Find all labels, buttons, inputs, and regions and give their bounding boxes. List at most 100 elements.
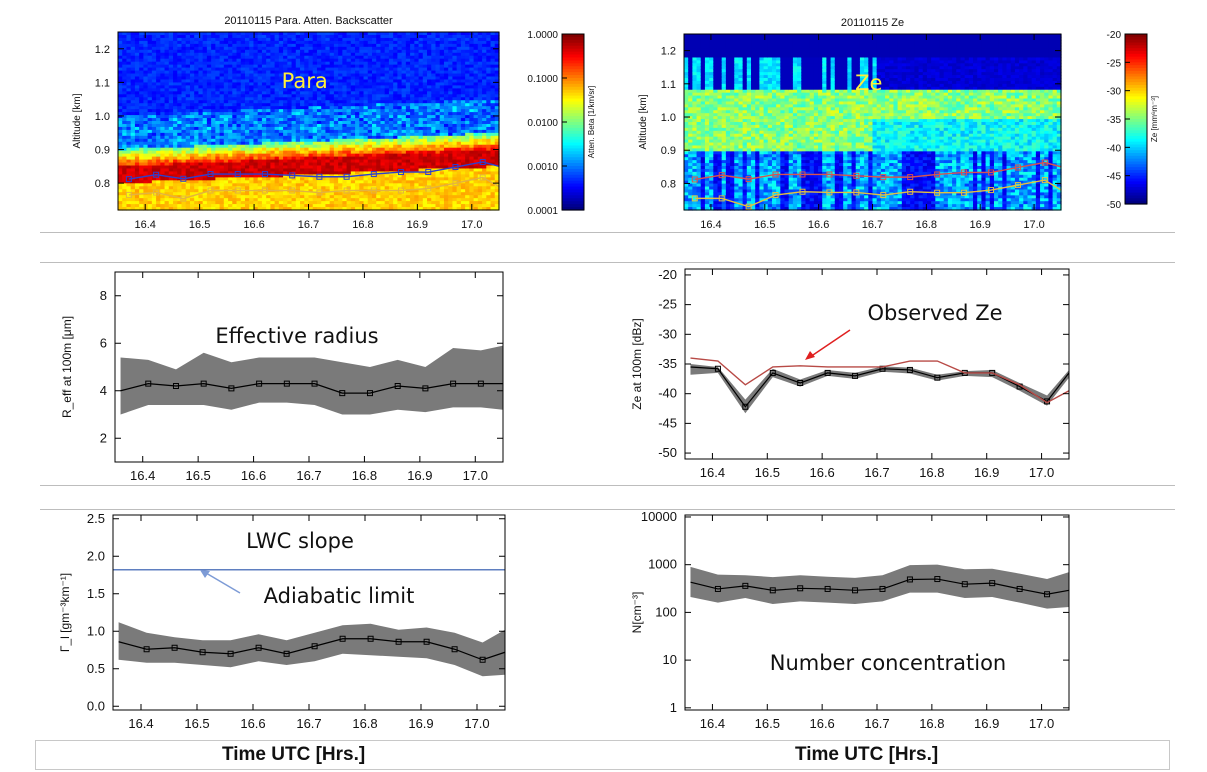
heatmap-cell xyxy=(173,138,178,143)
heatmap-cell xyxy=(372,171,377,175)
heatmap-cell xyxy=(414,201,420,205)
heatmap-cell xyxy=(143,58,149,63)
heatmap-cell xyxy=(261,183,267,187)
heatmap-cell xyxy=(355,123,360,128)
heatmap-cell xyxy=(300,141,305,146)
heatmap-cell xyxy=(249,186,255,190)
heatmap-cell xyxy=(194,76,200,81)
heatmap-cell xyxy=(329,183,335,187)
heatmap-cell xyxy=(321,79,327,84)
heatmap-cell xyxy=(300,147,305,152)
heatmap-cell xyxy=(257,174,263,178)
heatmap-cell xyxy=(295,141,301,146)
heatmap-cell xyxy=(156,67,161,72)
heatmap-cell xyxy=(236,115,242,119)
heatmap-cell xyxy=(405,195,411,199)
heatmap-cell xyxy=(363,174,369,178)
heatmap-cell xyxy=(257,64,263,69)
heatmap-cell xyxy=(384,207,390,211)
heatmap-cell xyxy=(304,88,310,92)
heatmap-cell xyxy=(253,49,259,54)
heatmap-cell xyxy=(393,49,398,54)
heatmap-cell xyxy=(156,43,161,48)
heatmap-cell xyxy=(147,34,153,39)
heatmap-cell xyxy=(287,43,293,48)
heatmap-cell xyxy=(342,97,348,101)
heatmap-cell xyxy=(397,198,403,202)
heatmap-cell xyxy=(338,126,343,131)
heatmap-cell xyxy=(266,174,271,178)
heatmap-cell xyxy=(168,37,174,42)
heatmap-cell xyxy=(388,165,394,170)
heatmap-cell xyxy=(139,73,144,78)
heatmap-cell xyxy=(350,88,356,92)
heatmap-cell xyxy=(245,126,250,131)
heatmap-cell xyxy=(333,135,339,140)
heatmap-cell xyxy=(219,76,225,81)
heatmap-cell xyxy=(232,192,238,196)
heatmap-cell xyxy=(240,67,246,72)
heatmap-cell xyxy=(126,144,132,149)
heatmap-cell xyxy=(266,177,271,181)
heatmap-cell xyxy=(198,55,204,60)
heatmap-cell xyxy=(228,159,233,164)
heatmap-cell xyxy=(342,126,348,131)
heatmap-cell xyxy=(181,76,187,81)
heatmap-cell xyxy=(143,165,149,170)
heatmap-cell xyxy=(151,174,157,178)
heatmap-cell xyxy=(401,97,407,101)
heatmap-cell xyxy=(308,141,314,146)
heatmap-cell xyxy=(185,109,191,113)
heatmap-cell xyxy=(130,180,136,184)
heatmap-cell xyxy=(321,91,327,95)
heatmap-cell xyxy=(181,100,187,104)
heatmap-cell xyxy=(181,37,187,42)
heatmap-cell xyxy=(372,135,377,140)
heatmap-cell xyxy=(384,70,390,75)
heatmap-cell xyxy=(257,198,263,202)
heatmap-cell xyxy=(249,100,255,104)
heatmap-cell xyxy=(283,204,288,208)
heatmap-cell xyxy=(304,121,310,125)
heatmap-cell xyxy=(126,112,132,116)
heatmap-cell xyxy=(316,106,322,110)
heatmap-cell xyxy=(384,118,390,122)
heatmap-cell xyxy=(147,207,153,211)
heatmap-cell xyxy=(223,46,229,51)
heatmap-cell xyxy=(122,73,128,78)
heatmap-cell xyxy=(219,177,225,181)
heatmap-cell xyxy=(130,43,136,48)
heatmap-cell xyxy=(300,88,305,92)
heatmap-cell xyxy=(401,156,407,161)
heatmap-cell xyxy=(173,106,178,110)
heatmap-cell xyxy=(122,79,128,84)
heatmap-cell xyxy=(257,73,263,78)
heatmap-cell xyxy=(177,82,183,86)
heatmap-cell xyxy=(164,150,170,155)
heatmap-cell xyxy=(291,85,297,89)
heatmap-cell xyxy=(126,76,132,81)
heatmap-cell xyxy=(240,55,246,60)
heatmap-cell xyxy=(291,34,297,39)
heatmap-cell xyxy=(198,106,204,110)
heatmap-cell xyxy=(401,85,407,89)
heatmap-cell xyxy=(156,55,161,60)
heatmap-cell xyxy=(245,79,250,84)
heatmap-cell xyxy=(363,156,369,161)
heatmap-cell xyxy=(384,138,390,143)
heatmap-cell xyxy=(177,180,183,184)
heatmap-cell xyxy=(198,49,204,54)
heatmap-cell xyxy=(380,67,386,72)
heatmap-cell xyxy=(177,186,183,190)
heatmap-cell xyxy=(261,144,267,149)
heatmap-cell xyxy=(215,67,221,72)
heatmap-cell xyxy=(274,112,280,116)
heatmap-cell xyxy=(130,112,136,116)
heatmap-cell xyxy=(228,85,233,89)
heatmap-cell xyxy=(414,153,420,158)
heatmap-cell xyxy=(261,192,267,196)
heatmap-cell xyxy=(355,162,360,167)
heatmap-cell xyxy=(198,70,204,75)
heatmap-cell xyxy=(270,112,276,116)
heatmap-cell xyxy=(393,186,398,190)
